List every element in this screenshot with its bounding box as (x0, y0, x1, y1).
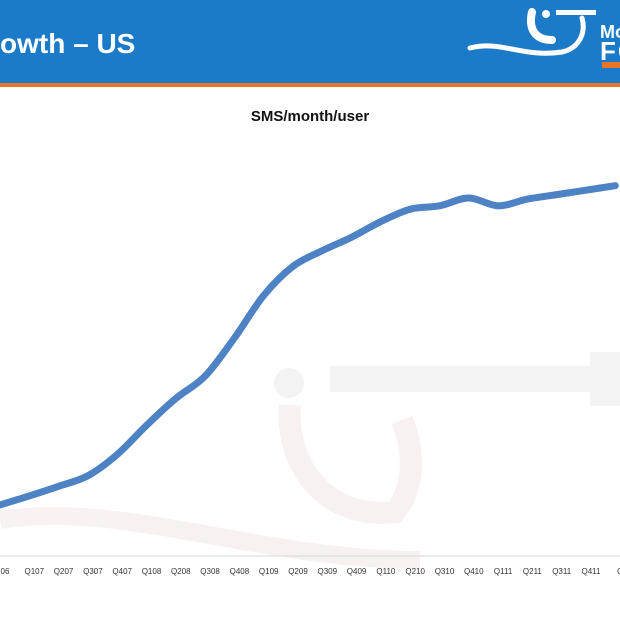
header-accent-line (0, 83, 620, 87)
data-point-Q109 (260, 292, 267, 299)
x-tick-label: Q310 (435, 567, 455, 576)
logo: Mo FO (462, 0, 620, 83)
series-layer (0, 182, 619, 509)
data-point-Q311 (553, 191, 560, 198)
logo-mark-icon (467, 8, 596, 56)
data-point-Q209 (290, 263, 296, 270)
x-tick-label: Q208 (171, 567, 191, 576)
chart-title: SMS/month/user (250, 108, 370, 125)
x-tick-label: Q311 (552, 567, 572, 576)
x-tick-label: Q108 (142, 567, 162, 576)
x-tick-label: Q307 (83, 567, 103, 576)
data-point-Q107 (26, 492, 33, 499)
x-tick-label: Q409 (347, 567, 367, 576)
data-point-Q410 (465, 195, 472, 201)
x-tick-label: 06 (1, 567, 10, 576)
data-point-Q309 (319, 247, 326, 254)
x-tick-label: Q410 (464, 567, 484, 576)
x-tick-label: Q309 (318, 567, 338, 576)
x-tick-label: Q408 (230, 567, 250, 576)
data-point-Q409 (348, 234, 355, 241)
data-point-Q108 (143, 422, 150, 429)
series-line (0, 182, 619, 509)
x-tick-label: Q308 (200, 567, 220, 576)
data-point-Q310 (436, 202, 443, 209)
data-point-Q210 (407, 206, 414, 213)
data-point-Q411 (583, 187, 589, 194)
x-tick-label: Q407 (112, 567, 132, 576)
data-point-Q208 (172, 395, 179, 402)
data-point-Q408 (231, 335, 238, 341)
logo-text-bottom: FO (600, 36, 620, 66)
x-tick-label: Q111 (494, 567, 513, 576)
x-tick-label: Q209 (288, 567, 308, 576)
logo-accent (602, 62, 620, 68)
data-point-Q112 (612, 182, 619, 189)
x-tick-label: Q (617, 567, 620, 576)
data-point-Q407 (114, 451, 121, 458)
data-point-Q308 (202, 373, 209, 380)
data-point-Q110 (377, 218, 384, 225)
page-title: owth – US (0, 28, 136, 59)
watermark (0, 352, 620, 569)
x-tick-label: Q207 (54, 567, 74, 576)
data-point-Q207 (55, 483, 62, 490)
x-tick-label: Q210 (405, 567, 425, 576)
data-point-Q211 (524, 196, 531, 203)
data-point-Q111 (495, 202, 502, 209)
data-point-Q307 (84, 472, 91, 479)
x-tick-labels: 06 Q107 Q207 Q307 Q407 Q108 Q208 Q308 Q408 Q109 Q2… (1, 567, 620, 576)
x-tick-label: Q110 (376, 567, 396, 576)
header-bar: owth – US Mo FO (0, 0, 620, 83)
data-point-Q406 (0, 501, 3, 508)
x-tick-label: Q211 (523, 567, 543, 576)
logo-text-top: Mo (600, 22, 620, 42)
x-tick-label: Q107 (25, 567, 45, 576)
x-tick-label: Q109 (259, 567, 279, 576)
x-tick-label: Q411 (582, 567, 602, 576)
